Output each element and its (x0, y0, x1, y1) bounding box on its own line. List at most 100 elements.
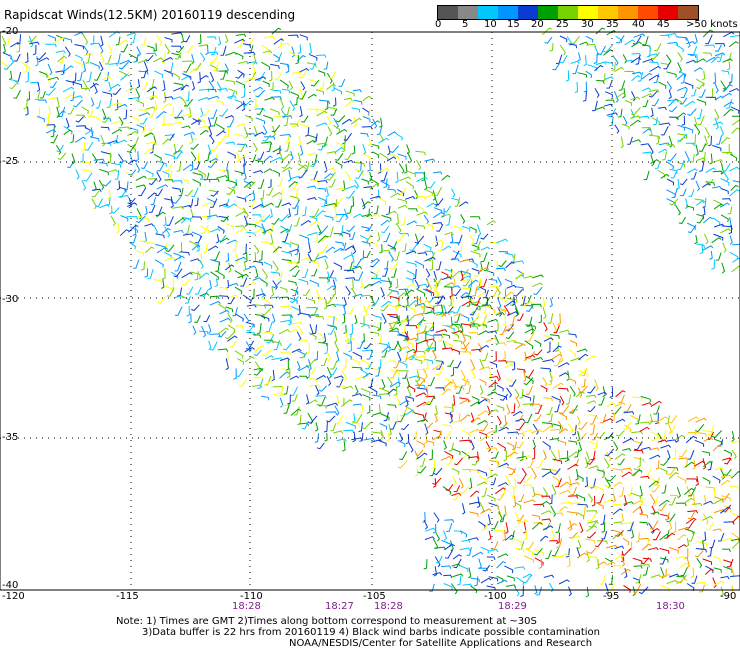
wind-barb (174, 306, 183, 316)
wind-barb (720, 214, 729, 223)
wind-barb (402, 352, 409, 363)
wind-barb (513, 477, 517, 490)
scale-swatch (458, 6, 478, 19)
wind-barb (225, 358, 229, 371)
wind-barb (666, 579, 678, 585)
wind-barb (288, 34, 299, 39)
wind-barb (84, 129, 94, 135)
wind-barb (56, 144, 64, 153)
wind-barb (723, 559, 732, 566)
wind-barb (188, 107, 192, 119)
wind-barb (74, 31, 84, 37)
wind-barb (397, 304, 407, 309)
wind-barb (441, 174, 451, 181)
wind-barb (615, 92, 627, 99)
wind-barb (559, 35, 568, 43)
wind-barb (253, 376, 264, 381)
wind-barb (677, 160, 685, 170)
wind-barb (639, 115, 650, 120)
wind-barb (212, 250, 221, 261)
wind-barb (666, 32, 677, 37)
wind-barb (662, 568, 667, 578)
wind-barb (327, 126, 333, 137)
wind-barb (70, 134, 75, 144)
wind-barb (406, 270, 415, 278)
wind-barb (116, 180, 121, 191)
wind-barb (684, 100, 696, 108)
wind-barb (709, 88, 714, 99)
wind-barb (188, 313, 192, 324)
wind-barb (277, 386, 284, 397)
wind-barb (483, 261, 490, 272)
wind-barb (594, 87, 600, 98)
wind-barb (326, 415, 336, 423)
wind-barb (261, 268, 269, 280)
wind-barb (702, 29, 714, 38)
wind-barb (55, 144, 62, 155)
wind-barb (271, 124, 281, 133)
wind-barb (353, 116, 357, 128)
wind-barb (309, 384, 321, 388)
wind-barb (695, 180, 700, 192)
wind-barb (542, 296, 546, 308)
wind-barb (387, 303, 397, 311)
wind-barb (299, 106, 303, 118)
wind-barb (585, 35, 594, 43)
wind-barb (448, 297, 452, 307)
wind-barb (534, 549, 544, 556)
wind-barb (699, 160, 705, 172)
wind-barb (721, 492, 730, 500)
wind-barb (197, 34, 202, 45)
wind-barb (696, 213, 705, 220)
wind-barb (107, 152, 112, 164)
wind-barb (291, 321, 303, 326)
wind-barb (148, 109, 156, 118)
wind-barb (495, 529, 505, 534)
wind-barb (2, 52, 12, 60)
wind-barb (438, 333, 444, 342)
wind-barb (388, 154, 399, 160)
wind-barb (660, 125, 669, 136)
wind-barb (567, 511, 578, 517)
wind-barb (396, 315, 400, 325)
wind-barb (229, 340, 237, 348)
wind-barb (370, 213, 380, 218)
wind-barb (362, 116, 371, 123)
wind-barb (405, 315, 410, 327)
wind-barb (686, 478, 698, 483)
wind-barb (147, 95, 158, 99)
wind-barb (343, 254, 354, 260)
wind-barb (585, 355, 597, 361)
wind-barb (244, 346, 255, 353)
wind-barb (709, 539, 716, 549)
wind-barb (690, 154, 695, 163)
wind-barb (304, 161, 310, 172)
wind-barb (405, 277, 414, 284)
wind-barb (111, 128, 123, 135)
wind-barb (182, 113, 193, 117)
wind-barb (352, 413, 356, 423)
wind-barb (559, 405, 570, 415)
wind-barb (340, 397, 345, 407)
wind-barb (470, 216, 481, 220)
wind-barb (468, 537, 479, 541)
wind-barb (451, 563, 461, 567)
wind-barb (440, 565, 452, 569)
wind-barb (236, 155, 247, 163)
wind-barb (532, 282, 543, 288)
wind-barb (477, 410, 489, 417)
wind-barb (424, 193, 435, 200)
wind-barb (462, 468, 472, 473)
wind-barb (279, 296, 290, 301)
wind-barb (415, 392, 427, 397)
wind-barb (262, 80, 270, 88)
wind-barb (677, 544, 687, 549)
wind-barb (408, 208, 418, 212)
wind-barb (190, 258, 200, 262)
wind-barb (677, 52, 683, 62)
wind-barb (237, 37, 244, 48)
wind-barb (527, 351, 536, 360)
wind-barb (723, 449, 732, 457)
wind-barb (489, 375, 499, 380)
wind-barb (541, 27, 553, 36)
